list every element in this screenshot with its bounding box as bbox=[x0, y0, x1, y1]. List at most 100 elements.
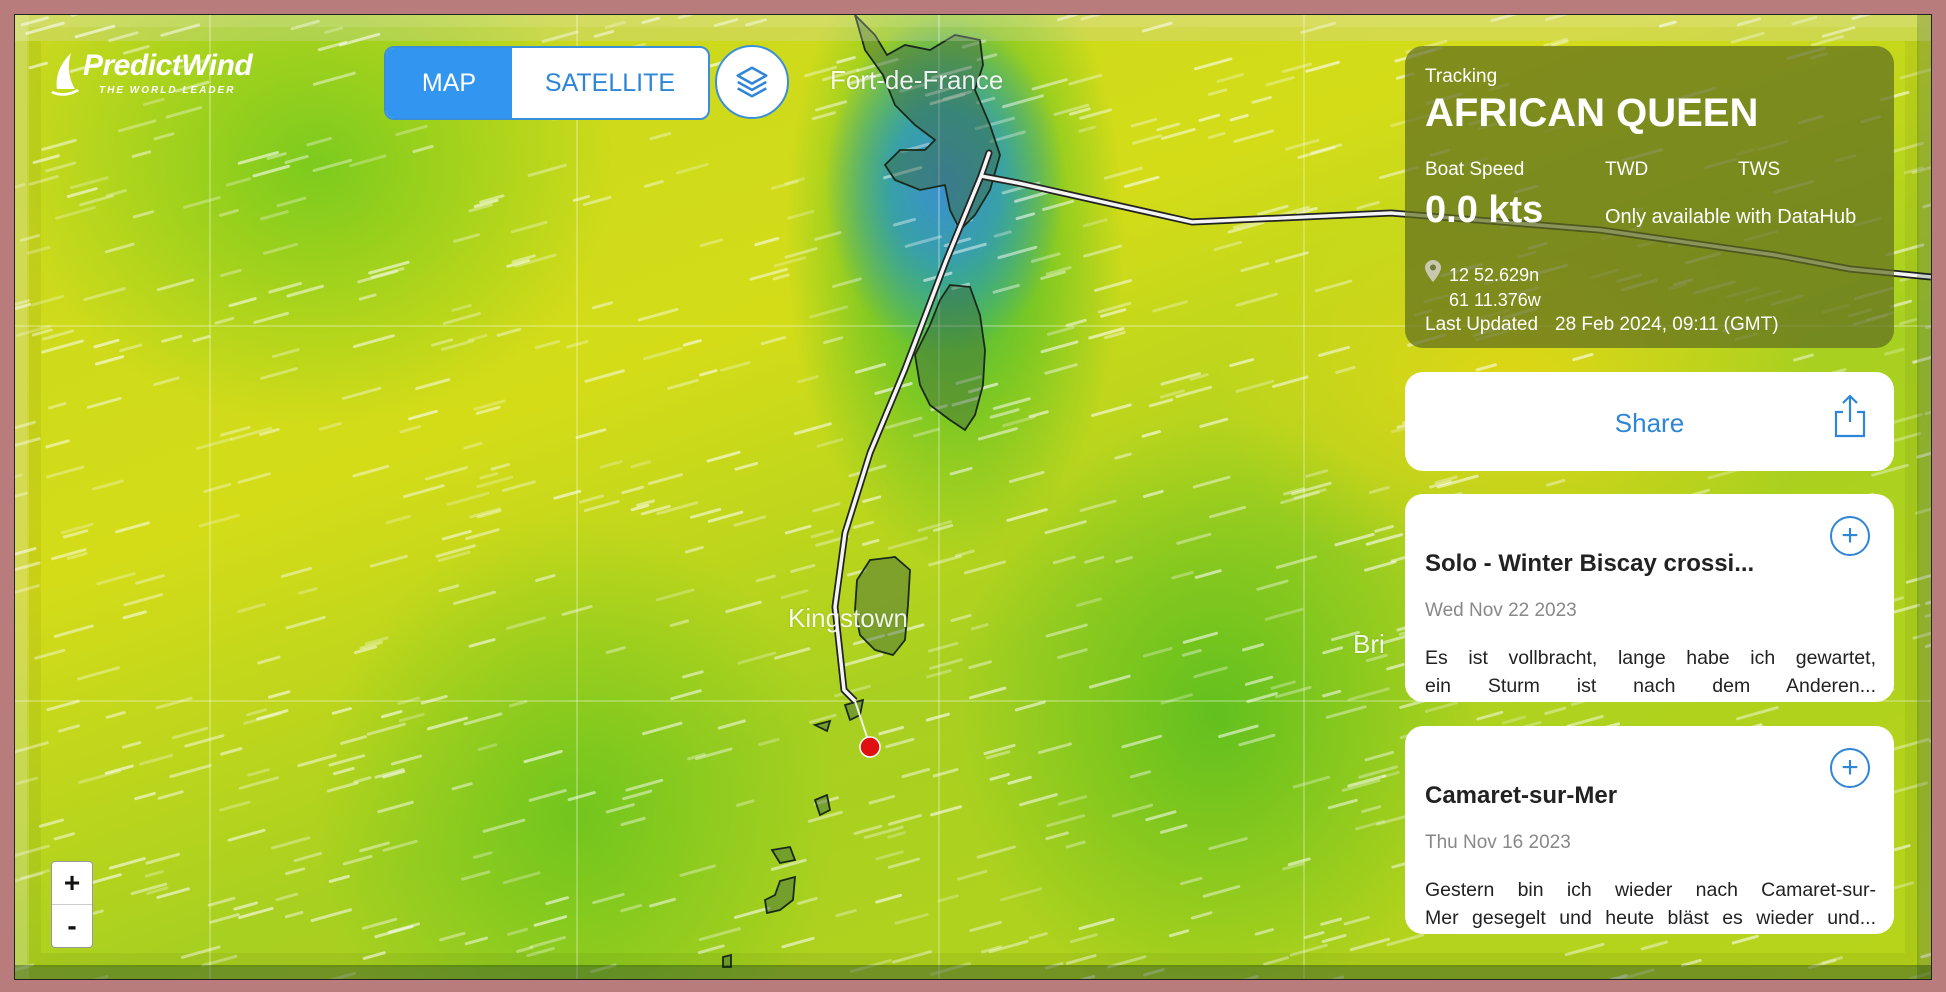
wind-streak bbox=[930, 805, 962, 817]
wind-streak bbox=[968, 686, 1007, 700]
wind-streak bbox=[46, 465, 85, 479]
wind-streak bbox=[780, 589, 809, 600]
wind-streak bbox=[621, 485, 645, 495]
wind-streak bbox=[340, 735, 367, 745]
zoom-out-button[interactable]: - bbox=[52, 904, 92, 947]
wind-streak bbox=[237, 151, 279, 165]
wind-streak bbox=[1091, 403, 1132, 417]
wind-streak bbox=[822, 68, 860, 82]
wind-streak bbox=[856, 57, 899, 72]
post-title: Camaret-sur-Mer bbox=[1425, 782, 1618, 809]
wind-streak bbox=[694, 747, 733, 761]
wind-streak bbox=[925, 712, 950, 722]
wind-streak bbox=[195, 437, 233, 450]
wind-streak bbox=[1235, 292, 1278, 307]
wind-streak bbox=[854, 362, 887, 374]
wind-streak bbox=[1129, 770, 1152, 779]
wind-streak bbox=[1193, 666, 1228, 679]
wind-streak bbox=[286, 284, 325, 298]
wind-streak bbox=[1330, 630, 1360, 642]
wind-streak bbox=[989, 130, 1026, 143]
wind-streak bbox=[420, 694, 448, 705]
wind-streak bbox=[58, 724, 80, 733]
wind-streak bbox=[1031, 78, 1068, 91]
wind-streak bbox=[887, 831, 906, 839]
satellite-button[interactable]: SATELLITE bbox=[544, 68, 676, 97]
layers-button[interactable] bbox=[715, 45, 789, 119]
wind-streak bbox=[1002, 94, 1044, 109]
map-button[interactable]: MAP bbox=[386, 48, 512, 118]
post-card[interactable]: Camaret-sur-Mer + Thu Nov 16 2023 Gester… bbox=[1405, 726, 1894, 934]
wind-streak bbox=[1386, 663, 1405, 671]
wind-streak bbox=[604, 20, 626, 29]
wind-streak bbox=[1159, 389, 1185, 399]
island-st-lucia bbox=[914, 284, 986, 432]
wind-streak bbox=[260, 367, 298, 380]
wind-streak bbox=[142, 97, 165, 107]
wind-streak bbox=[1851, 15, 1871, 20]
wind-streak bbox=[528, 789, 567, 802]
wind-streak bbox=[15, 473, 23, 479]
wind-streak bbox=[832, 277, 862, 288]
wind-streak bbox=[1078, 125, 1096, 133]
wind-streak bbox=[810, 529, 835, 539]
wind-streak bbox=[1318, 345, 1350, 357]
zoom-in-button[interactable]: + bbox=[63, 867, 81, 898]
wind-streak bbox=[649, 897, 676, 908]
wind-streak bbox=[201, 954, 238, 968]
wind-streak bbox=[1046, 814, 1086, 828]
expand-plus-icon[interactable]: + bbox=[1830, 516, 1870, 556]
wind-streak bbox=[290, 19, 320, 31]
wind-streak bbox=[69, 176, 109, 190]
post-card[interactable]: Solo - Winter Biscay crossi... + Wed Nov… bbox=[1405, 494, 1894, 702]
wind-streak bbox=[847, 73, 882, 86]
wind-streak bbox=[19, 234, 41, 242]
wind-streak bbox=[679, 864, 716, 877]
wind-streak bbox=[885, 416, 923, 430]
predictwind-logo[interactable]: PredictWind THE WORLD LEADER bbox=[51, 49, 291, 109]
wind-streak bbox=[1076, 597, 1102, 607]
wind-streak bbox=[329, 971, 357, 979]
share-button[interactable]: Share bbox=[1405, 372, 1894, 471]
wind-streak bbox=[395, 124, 428, 137]
wind-streak bbox=[643, 346, 683, 361]
wind-streak bbox=[83, 287, 126, 302]
expand-plus-icon[interactable]: + bbox=[1830, 748, 1870, 788]
wind-streak bbox=[1551, 39, 1569, 47]
wind-streak bbox=[697, 944, 725, 955]
wind-streak bbox=[16, 324, 52, 337]
wind-streak bbox=[1240, 261, 1270, 273]
wind-streak bbox=[1305, 60, 1340, 73]
wind-streak bbox=[1053, 103, 1090, 116]
wind-streak bbox=[841, 653, 884, 668]
island-st-vincent bbox=[854, 556, 911, 657]
wind-streak bbox=[1915, 507, 1931, 515]
wind-streak bbox=[813, 796, 839, 806]
wind-streak bbox=[977, 427, 1018, 441]
wind-streak bbox=[529, 936, 566, 949]
wind-streak bbox=[15, 584, 40, 594]
boat-marker[interactable] bbox=[859, 736, 881, 758]
place-label-kingstown: Kingstown bbox=[788, 603, 908, 633]
tracking-label: Tracking bbox=[1425, 66, 1498, 87]
wind-streak bbox=[77, 666, 120, 681]
wind-streak bbox=[1899, 68, 1931, 80]
wind-streak bbox=[1908, 971, 1931, 979]
wind-streak bbox=[446, 491, 490, 506]
wind-streak bbox=[511, 220, 548, 234]
wind-streak bbox=[1891, 881, 1915, 890]
wind-streak bbox=[1610, 973, 1628, 979]
wind-streak bbox=[275, 892, 299, 902]
wind-streak bbox=[1791, 15, 1818, 26]
wind-streak bbox=[238, 906, 274, 920]
wind-streak bbox=[804, 65, 838, 78]
wind-streak bbox=[1088, 674, 1131, 689]
wind-streak bbox=[441, 339, 475, 351]
wind-streak bbox=[473, 851, 493, 859]
wind-streak bbox=[1289, 943, 1328, 957]
wind-streak bbox=[883, 166, 923, 180]
wind-streak bbox=[257, 655, 281, 665]
wind-streak bbox=[374, 925, 414, 939]
wind-map[interactable]: PredictWind THE WORLD LEADER MAP SATELLI… bbox=[14, 14, 1932, 980]
wind-streak bbox=[1111, 803, 1154, 818]
